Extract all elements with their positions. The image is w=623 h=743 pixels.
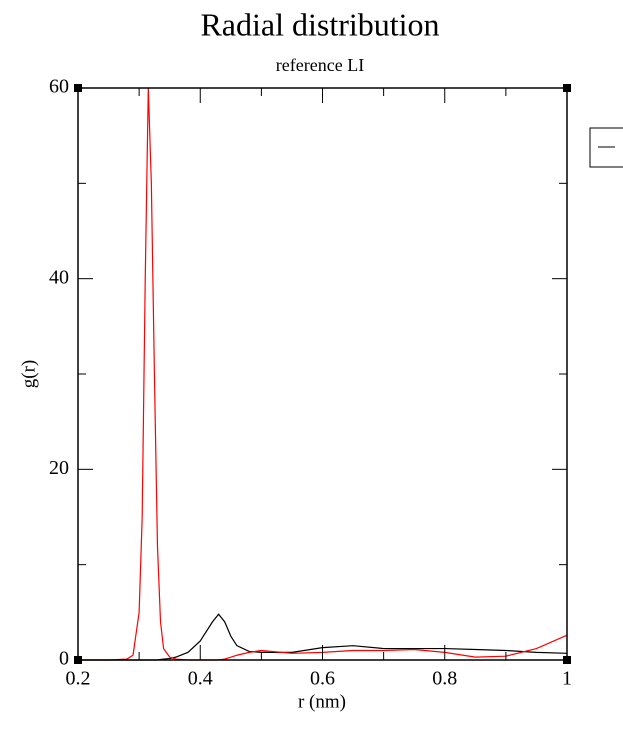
corner-handle xyxy=(74,656,82,664)
x-axis-label: r (nm) xyxy=(298,691,346,712)
y-tick-label: 40 xyxy=(49,266,69,288)
chart-subtitle: reference LI xyxy=(276,55,364,75)
corner-handle xyxy=(563,656,571,664)
y-tick-label: 0 xyxy=(59,648,69,670)
corner-handle xyxy=(563,84,571,92)
x-tick-label: 1 xyxy=(562,668,572,690)
corner-handle xyxy=(74,84,82,92)
x-tick-label: 0.4 xyxy=(188,668,213,690)
chart-title: Radial distribution xyxy=(200,6,439,42)
x-tick-label: 0.8 xyxy=(432,668,457,690)
y-tick-label: 60 xyxy=(49,76,69,98)
y-tick-label: 20 xyxy=(49,457,69,479)
x-tick-label: 0.2 xyxy=(66,668,91,690)
y-axis-label: g(r) xyxy=(18,360,39,388)
x-tick-label: 0.6 xyxy=(310,668,335,690)
data-line xyxy=(78,87,568,661)
